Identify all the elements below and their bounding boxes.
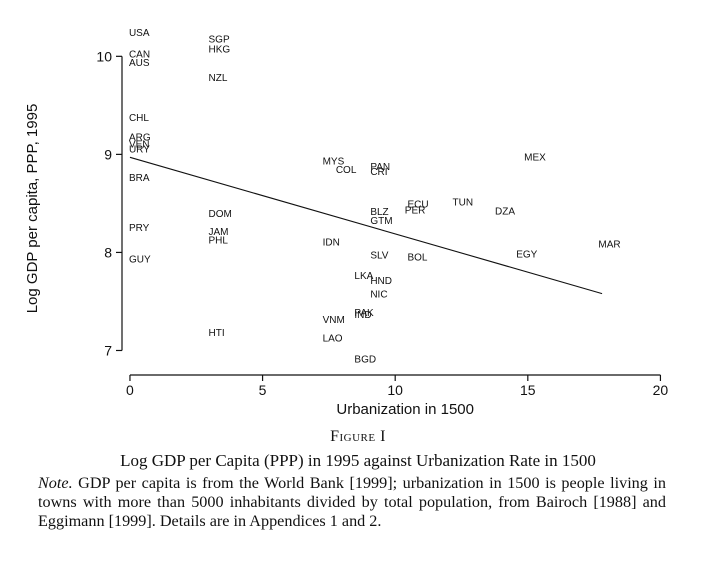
y-tick-label: 8	[104, 244, 112, 260]
point-label-hnd: HND	[370, 276, 392, 287]
point-label-guy: GUY	[129, 254, 151, 265]
x-tick-label: 0	[126, 382, 134, 398]
x-tick-label: 20	[653, 382, 669, 398]
point-label-hti: HTI	[209, 328, 225, 339]
point-label-phl: PHL	[209, 236, 229, 247]
point-label-dom: DOM	[209, 209, 232, 220]
point-label-aus: AUS	[129, 58, 150, 69]
figure-label: Figure I	[330, 428, 386, 445]
point-label-mys: MYS	[323, 156, 345, 167]
point-label-pry: PRY	[129, 223, 150, 234]
point-label-cri: CRI	[370, 167, 387, 178]
point-label-egy: EGY	[516, 249, 537, 260]
point-label-col: COL	[336, 165, 357, 176]
x-axis-title: Urbanization in 1500	[336, 401, 474, 418]
point-label-mex: MEX	[524, 152, 546, 163]
figure-title: Log GDP per Capita (PPP) in 1995 against…	[120, 451, 596, 470]
point-label-per: PER	[405, 205, 426, 216]
point-label-lka: LKA	[354, 271, 373, 282]
point-label-dza: DZA	[495, 206, 515, 217]
point-label-ury: URY	[129, 144, 150, 155]
point-label-pan: PAN	[370, 162, 390, 173]
point-label-nzl: NZL	[209, 73, 228, 84]
point-label-ind: IND	[354, 310, 371, 321]
y-tick-label: 9	[104, 146, 112, 162]
point-label-arg: ARG	[129, 133, 151, 144]
point-label-bgd: BGD	[354, 354, 376, 365]
x-tick-label: 5	[259, 382, 267, 398]
figure-note: Note. GDP per capita is from the World B…	[38, 474, 666, 531]
point-label-tun: TUN	[453, 197, 474, 208]
y-tick-label: 10	[96, 48, 112, 64]
point-label-hkg: HKG	[209, 44, 231, 55]
scatter-plot: 0 5 10 15 20 7 8 9 10 Urbanization in 1500 Log GDP…	[24, 28, 669, 418]
point-label-vnm: VNM	[323, 315, 345, 326]
x-tick-label: 10	[387, 382, 403, 398]
point-label-usa: USA	[129, 28, 150, 39]
point-label-pak: PAK	[354, 308, 374, 319]
note-text: GDP per capita is from the World Bank [1…	[38, 474, 666, 530]
fit-line	[129, 156, 603, 295]
point-label-bra: BRA	[129, 173, 150, 184]
point-label-bol: BOL	[407, 252, 427, 263]
point-label-gtm: GTM	[370, 216, 392, 227]
point-label-mar: MAR	[598, 240, 620, 251]
point-label-jam: JAM	[209, 227, 229, 238]
point-label-ven: VEN	[129, 140, 150, 151]
point-label-idn: IDN	[323, 238, 340, 249]
point-label-chl: CHL	[129, 113, 149, 124]
point-label-can: CAN	[129, 49, 150, 60]
point-label-lao: LAO	[323, 334, 343, 345]
point-label-sgp: SGP	[209, 35, 230, 46]
x-tick-label: 15	[520, 382, 536, 398]
point-label-nic: NIC	[370, 290, 387, 301]
point-label-slv: SLV	[370, 250, 388, 261]
note-label: Note.	[38, 474, 73, 492]
y-tick-label: 7	[104, 342, 112, 358]
y-axis-title: Log GDP per capita, PPP, 1995	[24, 104, 41, 314]
point-label-blz: BLZ	[370, 207, 388, 218]
point-label-ecu: ECU	[407, 199, 428, 210]
